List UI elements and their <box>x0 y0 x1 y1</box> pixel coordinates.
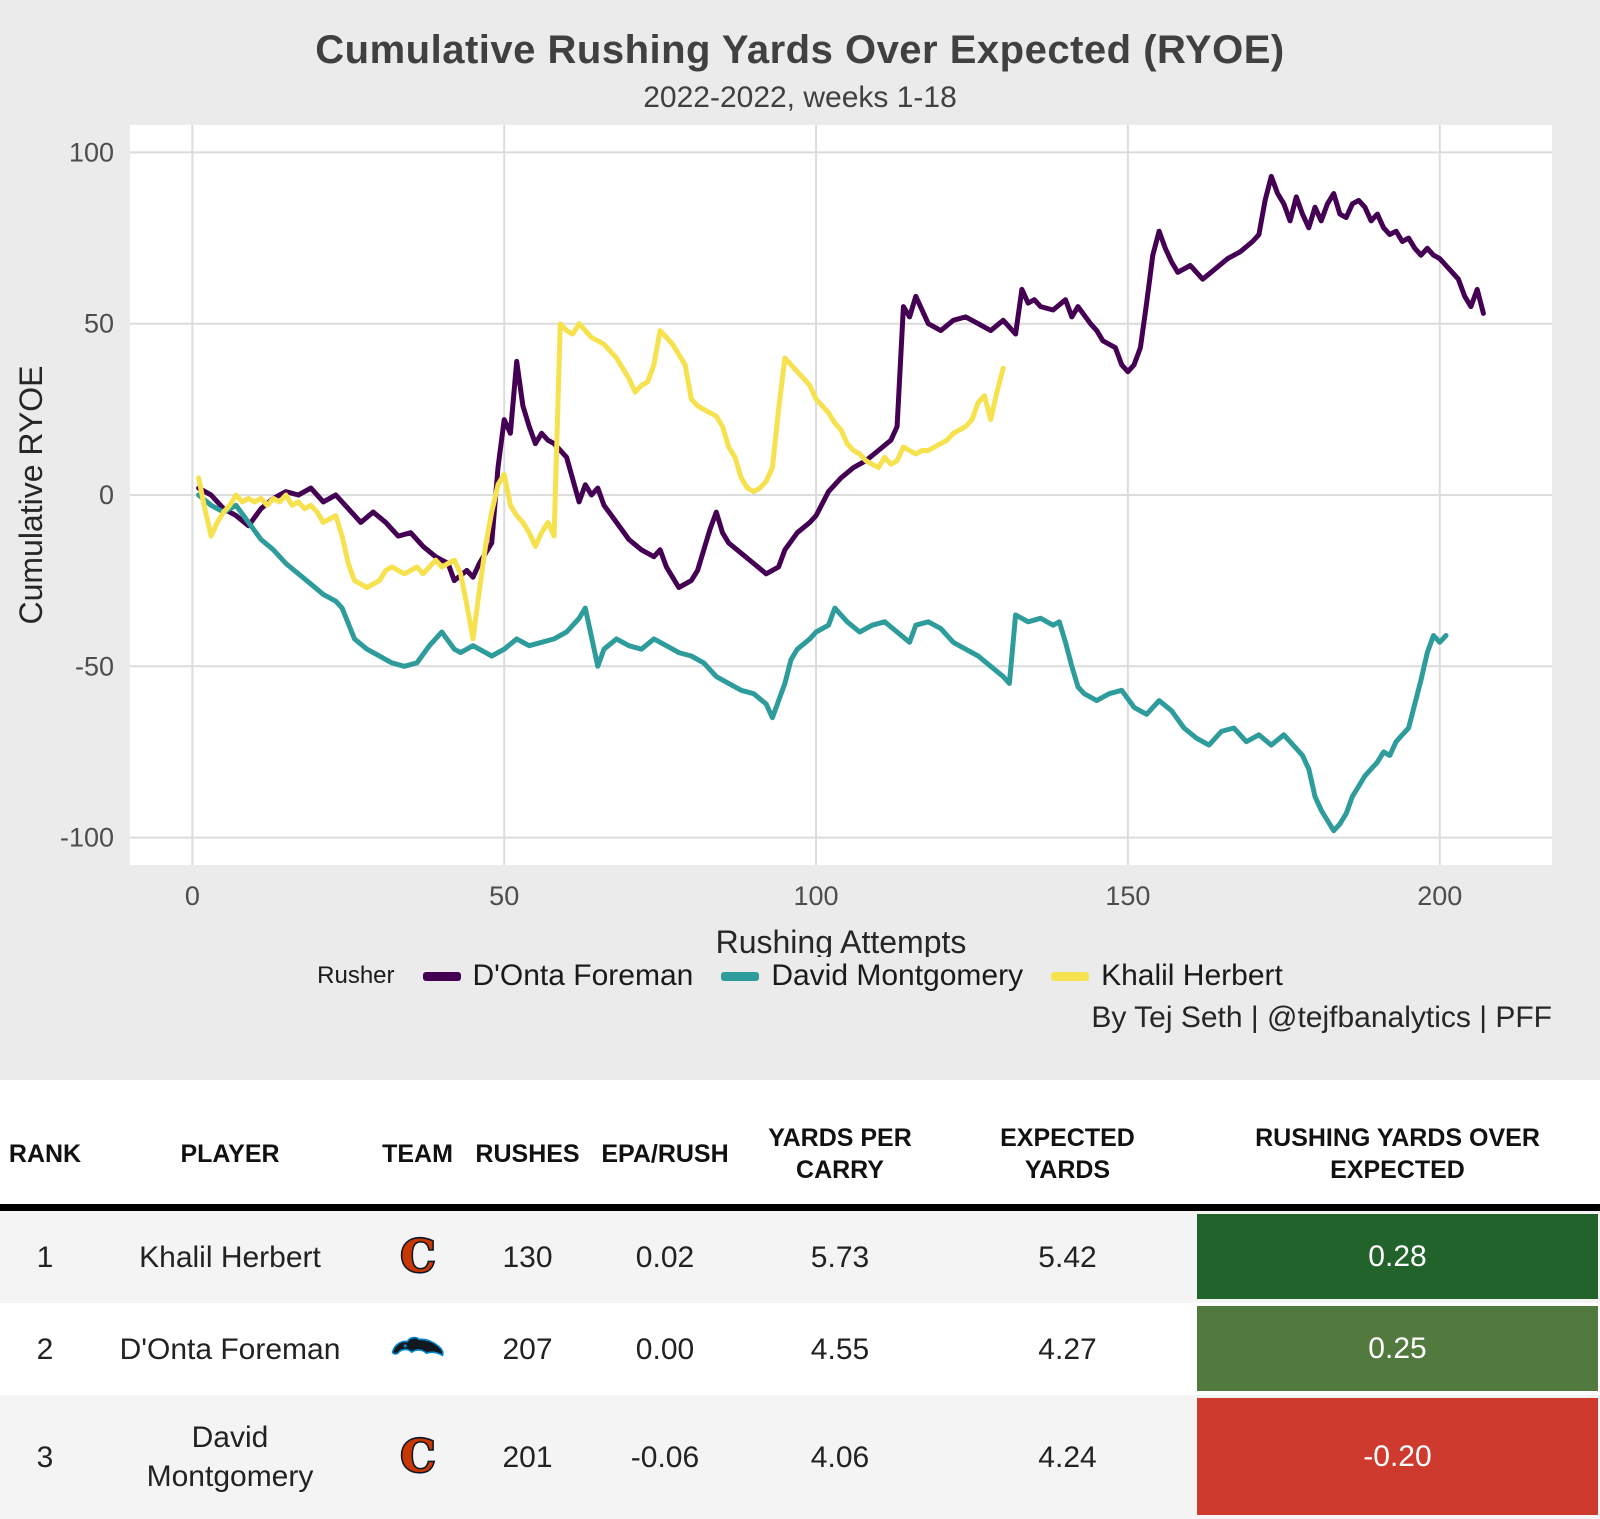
rushes-cell: 207 <box>502 1332 553 1366</box>
legend-item-foreman: D'Onta Foreman <box>422 959 694 993</box>
ryoe-value-badge: 0.28 <box>1197 1214 1598 1299</box>
figure-caption: By Tej Seth | @tejfbanalytics | PFF <box>1091 1001 1552 1034</box>
team-cell: C <box>370 1211 465 1303</box>
legend-label-montgomery: David Montgomery <box>771 959 1024 992</box>
ryoe-value-badge: 0.25 <box>1197 1306 1598 1391</box>
ryoe-cell-wrap: 0.28 <box>1195 1211 1600 1303</box>
legend-item-montgomery: David Montgomery <box>721 959 1023 993</box>
ryoe-figure: Cumulative Rushing Yards Over Expected (… <box>0 0 1600 1080</box>
stats-table: RANK PLAYER TEAM RUSHES EPA/RUSH YARDS P… <box>0 1080 1600 1519</box>
ryoe-value-badge: -0.20 <box>1197 1398 1598 1515</box>
epa-rush-cell: 0.02 <box>635 1240 695 1274</box>
svg-text:-50: -50 <box>75 651 114 681</box>
header-team: TEAM <box>382 1139 453 1168</box>
panthers-panther-icon <box>391 1336 444 1357</box>
team-logo: C <box>392 1434 444 1480</box>
table-header-row: RANK PLAYER TEAM RUSHES EPA/RUSH YARDS P… <box>0 1104 1600 1211</box>
rank-cell: 2 <box>36 1332 54 1366</box>
herbert-line-swatch <box>1051 971 1090 981</box>
expected-yards-cell: 4.24 <box>1038 1440 1097 1474</box>
header-expected-yards: EXPECTED YARDS <box>1000 1123 1135 1185</box>
player-cell: David Montgomery <box>146 1421 314 1493</box>
header-ryoe: RUSHING YARDS OVER EXPECTED <box>1255 1123 1540 1185</box>
ryoe-line-chart: -100 -50 0 50 100 0 50 100 150 200 Rushing Attempt… <box>13 125 1552 957</box>
team-cell: C <box>370 1395 465 1519</box>
rank-cell: 3 <box>36 1440 54 1474</box>
table-row: 2 D'Onta Foreman 207 0.00 4.55 4.27 0.25 <box>0 1303 1600 1395</box>
svg-text:200: 200 <box>1417 881 1462 911</box>
header-rushes: RUSHES <box>475 1139 580 1168</box>
expected-yards-cell: 5.42 <box>1038 1240 1097 1274</box>
rushes-cell: 130 <box>502 1240 553 1274</box>
svg-text:C: C <box>400 1234 435 1280</box>
yards-per-carry-cell: 4.55 <box>810 1332 870 1366</box>
svg-text:50: 50 <box>489 881 519 911</box>
rank-cell: 1 <box>36 1240 54 1274</box>
svg-text:100: 100 <box>69 137 114 167</box>
legend-title: Rusher <box>317 962 395 989</box>
team-logo <box>390 1332 446 1366</box>
ryoe-cell-wrap: 0.25 <box>1195 1303 1600 1395</box>
bears-c-icon: C <box>398 1234 436 1280</box>
header-epa-rush: EPA/RUSH <box>601 1139 729 1168</box>
yards-per-carry-cell: 5.73 <box>810 1240 870 1274</box>
montgomery-line-swatch <box>721 971 760 981</box>
player-cell: D'Onta Foreman <box>119 1332 341 1366</box>
chart-legend: Rusher D'Onta Foreman David Montgomery K… <box>0 959 1600 993</box>
epa-rush-cell: -0.06 <box>630 1440 700 1474</box>
svg-text:Cumulative RYOE: Cumulative RYOE <box>13 365 49 624</box>
ryoe-cell-wrap: -0.20 <box>1195 1395 1600 1519</box>
team-cell <box>370 1303 465 1395</box>
yards-per-carry-cell: 4.06 <box>810 1440 870 1474</box>
svg-text:0: 0 <box>185 881 200 911</box>
legend-label-foreman: D'Onta Foreman <box>472 959 694 992</box>
table-row: 3 David Montgomery C 201 -0.06 4.06 4.24… <box>0 1395 1600 1519</box>
player-cell: Khalil Herbert <box>139 1240 321 1274</box>
svg-text:Rushing Attempts: Rushing Attempts <box>716 924 967 957</box>
svg-text:0: 0 <box>99 480 114 510</box>
svg-text:100: 100 <box>794 881 839 911</box>
epa-rush-cell: 0.00 <box>635 1332 695 1366</box>
foreman-line-swatch <box>422 971 461 981</box>
legend-item-herbert: Khalil Herbert <box>1051 959 1283 993</box>
header-yards-per-carry: YARDS PER CARRY <box>768 1123 912 1185</box>
expected-yards-cell: 4.27 <box>1038 1332 1097 1366</box>
chart-subtitle: 2022-2022, weeks 1-18 <box>643 81 957 114</box>
legend-label-herbert: Khalil Herbert <box>1101 959 1283 992</box>
header-rank: RANK <box>8 1139 82 1168</box>
svg-text:50: 50 <box>84 309 114 339</box>
svg-text:-100: -100 <box>60 823 114 853</box>
bears-c-icon: C <box>398 1434 436 1480</box>
chart-title: Cumulative Rushing Yards Over Expected (… <box>315 28 1285 72</box>
svg-text:150: 150 <box>1105 881 1150 911</box>
rushes-cell: 201 <box>502 1440 553 1474</box>
header-player: PLAYER <box>180 1139 280 1168</box>
svg-text:C: C <box>400 1434 435 1480</box>
table-row: 1 Khalil Herbert C 130 0.02 5.73 5.42 0.… <box>0 1211 1600 1303</box>
team-logo: C <box>392 1234 444 1280</box>
